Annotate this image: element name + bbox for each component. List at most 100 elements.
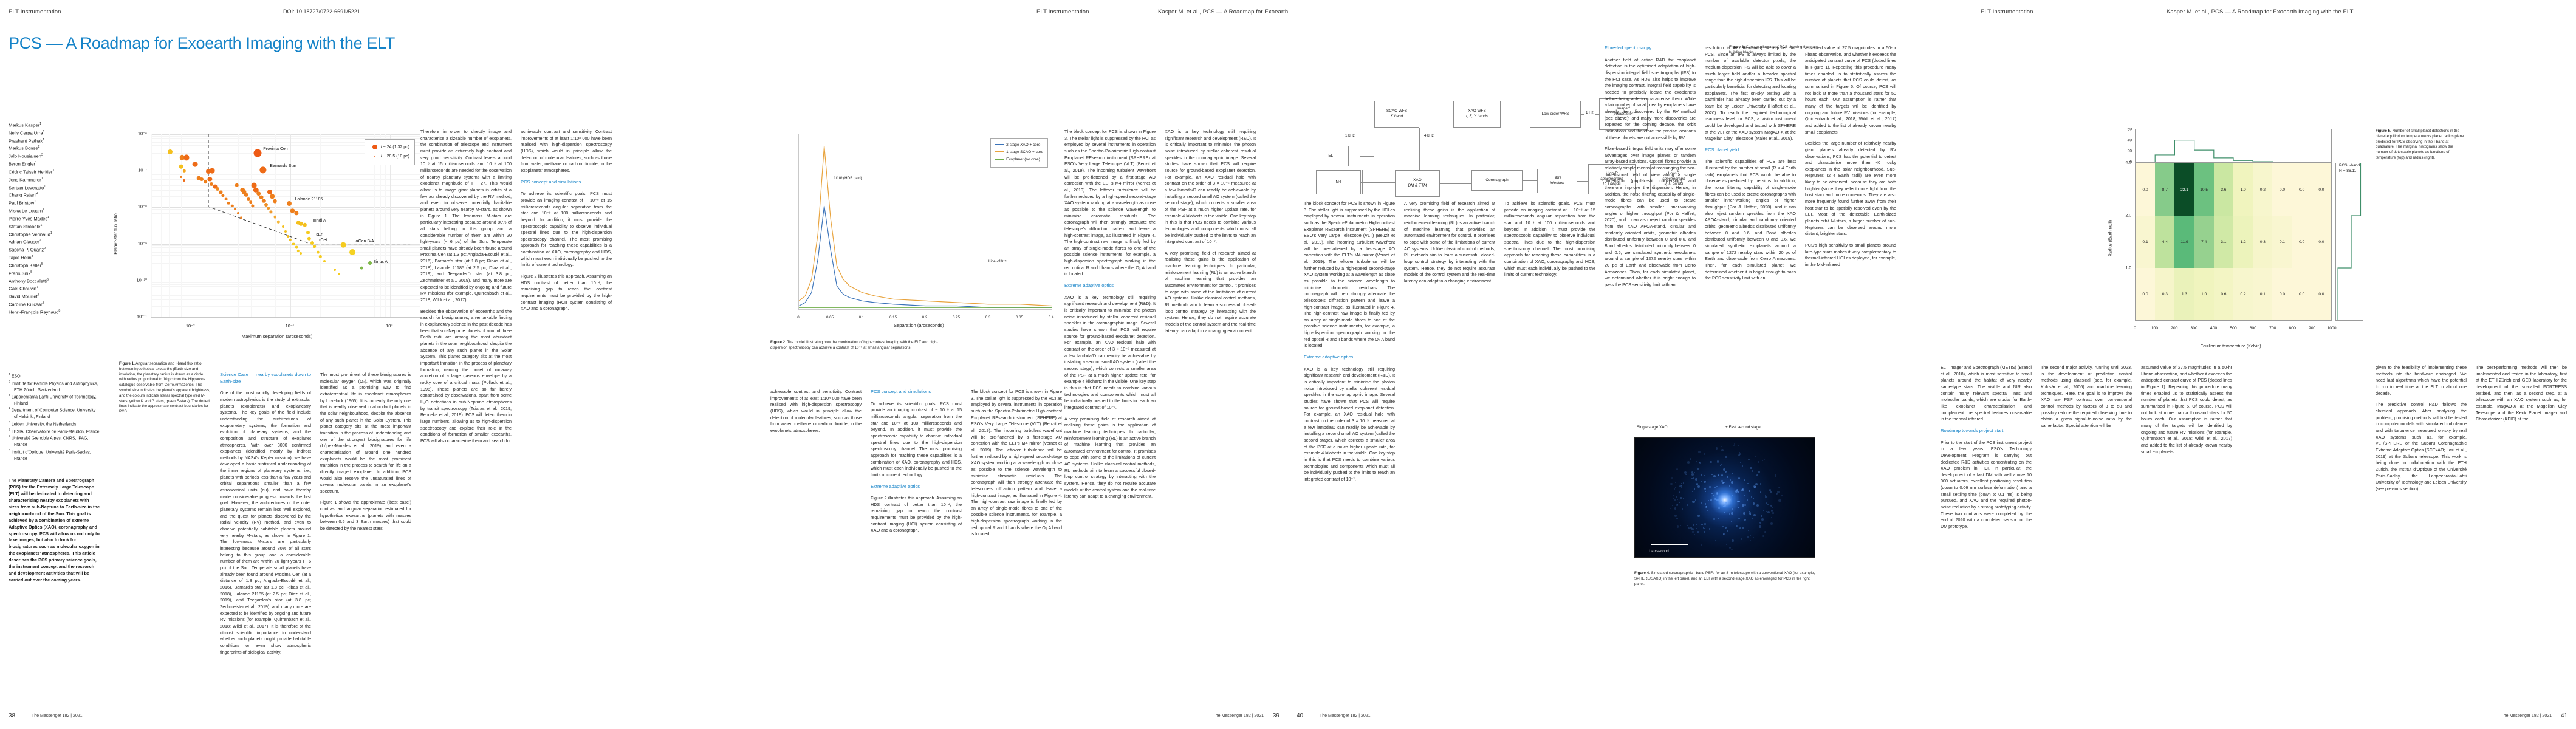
heatmap-cell: 22.1 [2174,163,2194,216]
star-label: τCet [319,238,327,242]
block-label: Low-order WFS [1542,112,1569,116]
heatmap-cell: 0.3 [2155,268,2174,320]
fig4-scale-label: 1 arcsecond [1648,549,1669,553]
heatmap-cell: 1.3 [2174,268,2194,320]
psf-speckle [1744,479,1745,481]
psf-speckle [1767,511,1770,513]
heatmap-cell: 4.4 [2155,216,2174,268]
running-head-4: ELT Instrumentation [1981,9,2033,15]
figure-5-caption: Figure 5. Number of small planet detecti… [2376,129,2467,161]
psf-speckle [1731,521,1732,522]
legend-entry: 2-stage XAO + core [995,142,1043,149]
heatmap-cell: 11.9 [2174,216,2194,268]
author-entry: Paul Bristow1 [9,199,100,207]
psf-speckle [1749,511,1750,512]
heatmap-cell: 0.2 [2233,268,2253,320]
science-case-p3: Figure 1 shows the approximate (‘best ca… [320,499,411,532]
doi-line: DOI: 10.18727/0722-6691/5221 [283,9,360,15]
psf-speckle [1697,468,1699,470]
psf-speckle [1758,461,1759,462]
psf-speckle [1750,540,1751,541]
column-4: achievable contrast and sensitivity. Con… [521,129,612,317]
fig5-note: PCS I-band N = 86.11 [2339,163,2360,174]
author-entry: Sascha P. Quanz2 [9,246,100,254]
psf-speckle [1716,486,1718,487]
y-tick-label: 10⁻¹¹ [119,314,147,320]
column-9: Fibre-fed spectroscopy Another field of … [1605,45,1696,293]
scatter-point [300,252,302,255]
figure-5-caption-label: Figure 5. [2376,129,2391,133]
fig5-x-tick: 0 [2134,326,2136,330]
psf-speckle [1753,498,1754,499]
scatter-point [295,246,298,249]
column-16: The best-performing methods will then be… [2476,364,2567,428]
psf-speckle [1762,535,1764,537]
psf-speckle [1679,491,1681,493]
block-label: XAO WFS [1468,109,1485,113]
psf-speckle [1755,456,1756,457]
fig4-psf-image: 1 arcsecond [1634,437,1815,558]
psf-speckle [1723,468,1725,471]
fig1-plot-area: Proxima Cen Barnards Star Lalande 21185 εIn… [151,134,420,318]
fig4-left-title: Single stage XAO [1637,425,1667,430]
psf-speckle [1763,510,1764,511]
psf-speckle [1674,507,1677,510]
psf-speckle [1713,475,1716,477]
block-label: Coronagraph [1485,178,1508,182]
fig5-x-axis-label: Equilibrium temperature (Kelvin) [2201,344,2261,349]
scatter-point [270,194,275,199]
author-entry: Pierre-Yves Madec1 [9,215,100,223]
column-10: resolution is two thousand) is required … [1705,45,1796,287]
diagram-block-elt: ELT [1315,146,1349,166]
block-label: SCAO WFS [1386,109,1407,113]
figure-4-caption-label: Figure 4. [1634,571,1650,575]
diagram-connector [1577,181,1588,182]
psf-speckle [1670,483,1673,485]
psf-speckle [1711,493,1713,494]
psf-speckle [1713,495,1714,496]
heatmap-cell: 0.0 [2272,163,2292,216]
figure-2-caption-label: Figure 2. [770,340,786,344]
psf-speckle [1708,500,1710,502]
heatmap-cell: 1.0 [2233,163,2253,216]
figure-4-caption-text: Simulated coronagraphic I-band PSFs for … [1634,571,1815,586]
author-entry: Caroline Kulcsár8 [9,301,100,309]
diagram-connector [1419,128,1420,170]
scatter-point [179,165,183,169]
psf-speckle [1764,531,1766,533]
col5-p1: The block concept for PCS is shown in Fi… [1064,129,1156,278]
block-label: Fibre [1553,176,1562,180]
col14-p1: assumed value of 27.5 magnitudes in a 50… [2141,364,2232,455]
fig5-top-histogram: 0 20 40 60 [2135,129,2332,163]
psf-speckle [1749,490,1750,491]
psf-speckle [1679,502,1680,503]
heatmap-cell: 0.0 [2312,163,2331,216]
psf-speckle [1709,528,1710,529]
science-case-column: Science Case — nearby exoplanets down to… [220,372,311,660]
heatmap-cell: 0.0 [2312,216,2331,268]
figure-2-caption: Figure 2. The model illustrating how the… [770,340,953,351]
fig2-annotation: Line <10⁻⁴ [988,259,1007,264]
psf-speckle [1683,498,1684,499]
star-label: Sirius A [373,260,388,264]
psf-speckle [1682,530,1684,531]
psf-speckle [1701,544,1702,546]
psf-speckle [1690,527,1692,529]
figure-1-caption-text: Angular separation and I-band flux ratio… [119,361,210,414]
psf-speckle [1676,518,1677,519]
psf-speckle [1771,517,1772,518]
psf-speckle [1741,538,1742,540]
diagram-connector [1362,170,1363,194]
psf-speckle [1681,483,1682,484]
affiliation-list: 1 ESO 2 Institute for Particle Physics an… [9,373,100,462]
y-tick-label: 10⁻⁹ [119,241,147,246]
fibre-spectro-heading: Fibre-fed spectroscopy [1605,45,1696,52]
running-head-2: ELT Instrumentation [1036,9,1089,15]
psf-speckle [1721,501,1722,502]
psf-speckle [1738,518,1739,519]
psf-speckle [1738,491,1739,493]
scatter-point [180,176,182,178]
scatter-point [287,235,289,238]
psf-speckle [1733,445,1735,446]
psf-speckle [1756,504,1759,507]
